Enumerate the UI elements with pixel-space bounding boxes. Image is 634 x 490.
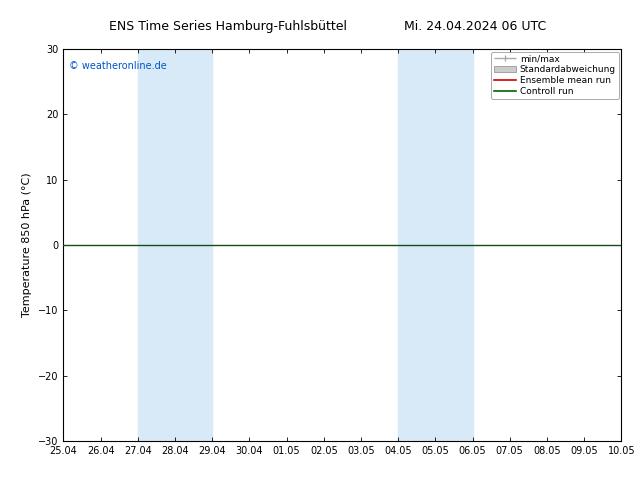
Bar [398,49,472,441]
Text: © weatheronline.de: © weatheronline.de [69,61,167,71]
Text: ENS Time Series Hamburg-Fuhlsbüttel: ENS Time Series Hamburg-Fuhlsbüttel [109,20,347,33]
Legend: min/max, Standardabweichung, Ensemble mean run, Controll run: min/max, Standardabweichung, Ensemble me… [491,52,619,98]
Y-axis label: Temperature 850 hPa (°C): Temperature 850 hPa (°C) [22,172,32,318]
Bar [138,49,212,441]
Text: Mi. 24.04.2024 06 UTC: Mi. 24.04.2024 06 UTC [404,20,547,33]
